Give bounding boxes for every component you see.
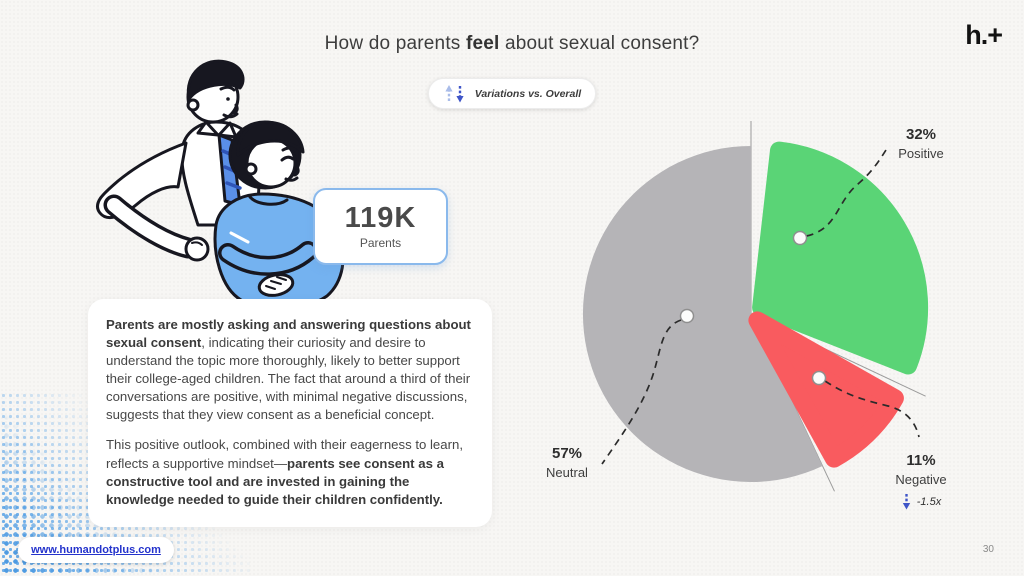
variations-badge: Variations vs. Overall bbox=[428, 78, 596, 109]
down-arrow-icon bbox=[902, 494, 910, 510]
pie-slice-positive bbox=[752, 141, 929, 375]
leader-line-negative bbox=[824, 380, 920, 438]
leader-dot-positive bbox=[792, 230, 808, 246]
analysis-paragraph-2: This positive outlook, combined with the… bbox=[106, 436, 472, 508]
analysis-p2-start: This positive outlook, combined with the… bbox=[106, 437, 463, 471]
neutral-label-group: 57% Neutral bbox=[512, 445, 622, 480]
footer-link-pill: www.humandotplus.com bbox=[18, 537, 174, 563]
pie-slice-neutral bbox=[582, 145, 823, 482]
analysis-p2-bold: parents see consent as a constructive to… bbox=[106, 455, 444, 507]
stat-card: 119K Parents bbox=[313, 188, 448, 265]
leader-line-positive bbox=[806, 149, 887, 237]
leader-dot-negative bbox=[811, 370, 827, 386]
positive-label-group: 32% Positive bbox=[866, 126, 976, 161]
variation-arrows-icon bbox=[445, 85, 464, 103]
title-emphasis: feel bbox=[465, 33, 500, 54]
leader-line-neutral bbox=[601, 319, 682, 465]
title-prefix: How do parents bbox=[324, 33, 466, 54]
leader-dot-neutral bbox=[679, 308, 695, 324]
badge-label: Variations vs. Overall bbox=[474, 87, 582, 100]
pie-slice-negative bbox=[748, 311, 904, 468]
neutral-percent: 57% bbox=[551, 445, 583, 462]
title-suffix: about sexual consent? bbox=[499, 33, 700, 54]
neutral-category: Neutral bbox=[546, 465, 588, 480]
negative-category: Negative bbox=[895, 472, 947, 487]
page-number: 30 bbox=[982, 544, 994, 555]
stat-value: 119K bbox=[344, 201, 417, 234]
negative-percent: 11% bbox=[906, 452, 936, 469]
parents-illustration bbox=[95, 59, 345, 311]
analysis-p1-bold: Parents are mostly asking and answering … bbox=[106, 317, 471, 351]
positive-percent: 32% bbox=[905, 126, 937, 143]
variation-value: -1.5x bbox=[916, 495, 942, 508]
analysis-p1-rest: , indicating their curiosity and desire … bbox=[106, 335, 471, 423]
pie-divider-line bbox=[750, 313, 835, 492]
website-link[interactable]: www.humandotplus.com bbox=[31, 544, 161, 556]
pie-divider-line bbox=[750, 313, 926, 397]
positive-category: Positive bbox=[898, 146, 944, 161]
page-title: How do parents feel about sexual consent… bbox=[0, 33, 1024, 55]
up-arrow-icon bbox=[445, 85, 453, 92]
stat-label: Parents bbox=[359, 236, 402, 251]
analysis-paragraph-1: Parents are mostly asking and answering … bbox=[106, 316, 472, 424]
analysis-card: Parents are mostly asking and answering … bbox=[88, 299, 492, 527]
down-arrow-icon bbox=[456, 96, 464, 103]
negative-variation: -1.5x bbox=[866, 493, 976, 510]
negative-label-group: 11% Negative -1.5x bbox=[866, 452, 976, 510]
brand-logo: h.+ bbox=[965, 20, 1003, 50]
